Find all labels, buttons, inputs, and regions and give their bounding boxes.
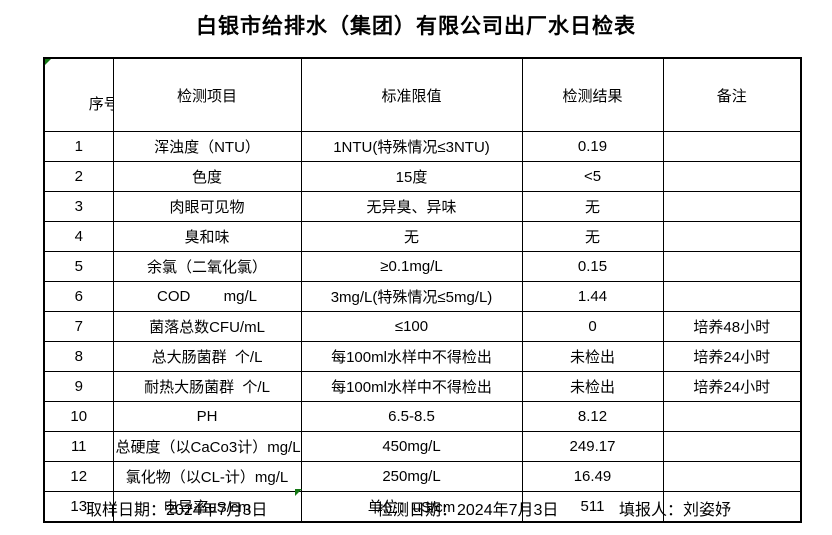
cell-result: 16.49 [521,461,664,492]
cell-result: 0 [521,311,664,342]
cell-index: 9 [43,371,114,402]
cell-item: PH [112,401,302,432]
cell-note [662,161,802,192]
cell-result: 511 [521,491,664,523]
cell-limit: 3mg/L(特殊情况≤5mg/L) [300,281,523,312]
table-row: 4 臭和味无无 [43,221,802,252]
cell-index: 13 [43,491,114,523]
cell-flag-icon [45,59,51,65]
cell-result: <5 [521,161,664,192]
table-row: 1 浑浊度（NTU） 1NTU(特殊情况≤3NTU) 0.19 [43,131,802,162]
cell-item: 余氯（二氧化氯） [112,251,302,282]
col-header-index-label: 序号 [88,96,112,113]
table-row: 9 耐热大肠菌群 个/L 每100ml水样中不得检出 未检出 培养24小时 [43,371,802,402]
cell-item: 总大肠菌群 个/L [112,341,302,372]
table-row: 5 余氯（二氧化氯） ≥0.1mg/L 0.15 [43,251,802,282]
col-header-limit: 标准限值 [300,57,523,132]
table-row: 12 氯化物（以CL-计）mg/L 250mg/L 16.49 [43,461,802,492]
page-title: 白银市给排水（集团）有限公司出厂水日检表 [196,15,636,38]
table-row: 2 色度 15度 <5 [43,161,802,192]
cell-index: 2 [43,161,114,192]
cell-result: 无 [521,221,664,252]
cell-result: 无 [521,191,664,222]
cell-result: 249.17 [521,431,664,462]
cell-result: 0.19 [521,131,664,162]
cell-item: 色度 [112,161,302,192]
cell-note [662,401,802,432]
cell-note: 培养48小时 [662,311,802,342]
cell-index: 7 [43,311,114,342]
cell-item: 电导率uS/cm [112,491,302,523]
cell-note [662,431,802,462]
test-date: 检测日期：2024年7月3日 [377,502,559,519]
table-row: 10 PH 6.5-8.5 8.12 [43,401,802,432]
table-row: 6 COD mg/L 3mg/L(特殊情况≤5mg/L) 1.44 [43,281,802,312]
cell-note [662,221,802,252]
cell-item: 菌落总数CFU/mL [112,311,302,342]
header-row: 序号 检测项目 标准限值 检测结果 备注 [43,57,802,132]
sampling-date: 取样日期：2024年7月3日 [86,502,268,519]
cell-item: COD mg/L [112,281,302,312]
cell-result: 0.15 [521,251,664,282]
cell-index: 12 [43,461,114,492]
cell-item: 肉眼可见物 [112,191,302,222]
cell-limit: 15度 [300,161,523,192]
cell-note [662,191,802,222]
col-header-item: 检测项目 [112,57,302,132]
cell-limit: ≥0.1mg/L [300,251,523,282]
table-row: 3 肉眼可见物 无异臭、异味无 [43,191,802,222]
cell-index: 6 [43,281,114,312]
cell-note: 培养24小时 [662,341,802,372]
col-header-note: 备注 [662,57,802,132]
cell-result: 未检出 [521,371,664,402]
cell-limit: 450mg/L [300,431,523,462]
cell-limit: 无异臭、异味 [300,191,523,222]
selection-corner-icon [295,489,302,496]
table-row: 7 菌落总数CFU/mL ≤100 0 培养48小时 [43,311,802,342]
cell-index: 3 [43,191,114,222]
cell-index: 8 [43,341,114,372]
cell-limit: 1NTU(特殊情况≤3NTU) [300,131,523,162]
cell-item: 臭和味 [112,221,302,252]
cell-result: 8.12 [521,401,664,432]
cell-index: 11 [43,431,114,462]
cell-note [662,251,802,282]
cell-note [662,131,802,162]
cell-index: 4 [43,221,114,252]
col-header-result: 检测结果 [521,57,664,132]
cell-note [662,281,802,312]
table-body: 1 浑浊度（NTU） 1NTU(特殊情况≤3NTU) 0.19 2 色度 15度 <5 3 肉眼可… [43,131,802,523]
table-row: 8 总大肠菌群 个/L 每100ml水样中不得检出 未检出 培养24小时 [43,341,802,372]
cell-limit: 每100ml水样中不得检出 [300,341,523,372]
cell-index: 1 [43,131,114,162]
cell-result: 未检出 [521,341,664,372]
cell-index: 5 [43,251,114,282]
cell-limit: 无 [300,221,523,252]
table-row: 13 电导率uS/cm 单位：uS/cm 511 [43,491,802,523]
cell-limit: 每100ml水样中不得检出 [300,371,523,402]
cell-item: 氯化物（以CL-计）mg/L [112,461,302,492]
cell-limit: 250mg/L [300,461,523,492]
reporter: 填报人：刘姿妤 [619,502,732,519]
cell-limit: ≤100 [300,311,523,342]
cell-note [662,461,802,492]
cell-result: 1.44 [521,281,664,312]
cell-limit: 6.5-8.5 [300,401,523,432]
cell-item: 耐热大肠菌群 个/L [112,371,302,402]
cell-item: 总硬度（以CaCo3计）mg/L [112,431,302,462]
cell-index: 10 [43,401,114,432]
cell-note: 培养24小时 [662,371,802,402]
cell-item: 浑浊度（NTU） [112,131,302,162]
daily-inspection-table: 序号 检测项目 标准限值 检测结果 备注 1浑浊度（NTU）1NTU(特殊情况≤… [43,57,802,523]
col-header-index: 序号 [43,57,114,132]
cell-note [662,491,802,523]
table-row: 11 总硬度（以CaCo3计）mg/L 450mg/L 249.17 [43,431,802,462]
